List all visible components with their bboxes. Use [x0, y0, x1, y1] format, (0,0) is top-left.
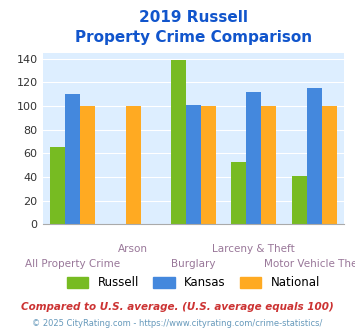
Bar — [186, 105, 201, 224]
Text: All Property Crime: All Property Crime — [25, 259, 120, 269]
Text: Motor Vehicle Theft: Motor Vehicle Theft — [264, 259, 355, 269]
Bar — [231, 162, 246, 224]
Bar — [80, 106, 95, 224]
Text: Burglary: Burglary — [171, 259, 216, 269]
Bar — [171, 60, 186, 224]
Text: © 2025 CityRating.com - https://www.cityrating.com/crime-statistics/: © 2025 CityRating.com - https://www.city… — [32, 319, 323, 328]
Text: Compared to U.S. average. (U.S. average equals 100): Compared to U.S. average. (U.S. average … — [21, 302, 334, 312]
Bar — [201, 106, 216, 224]
Legend: Russell, Kansas, National: Russell, Kansas, National — [62, 272, 324, 294]
Bar — [65, 94, 80, 224]
Text: Arson: Arson — [118, 244, 148, 254]
Bar — [246, 92, 261, 224]
Text: Larceny & Theft: Larceny & Theft — [212, 244, 295, 254]
Bar — [322, 106, 337, 224]
Bar — [261, 106, 277, 224]
Bar — [126, 106, 141, 224]
Bar — [50, 148, 65, 224]
Title: 2019 Russell
Property Crime Comparison: 2019 Russell Property Crime Comparison — [75, 10, 312, 45]
Bar — [307, 88, 322, 224]
Bar — [291, 176, 307, 224]
